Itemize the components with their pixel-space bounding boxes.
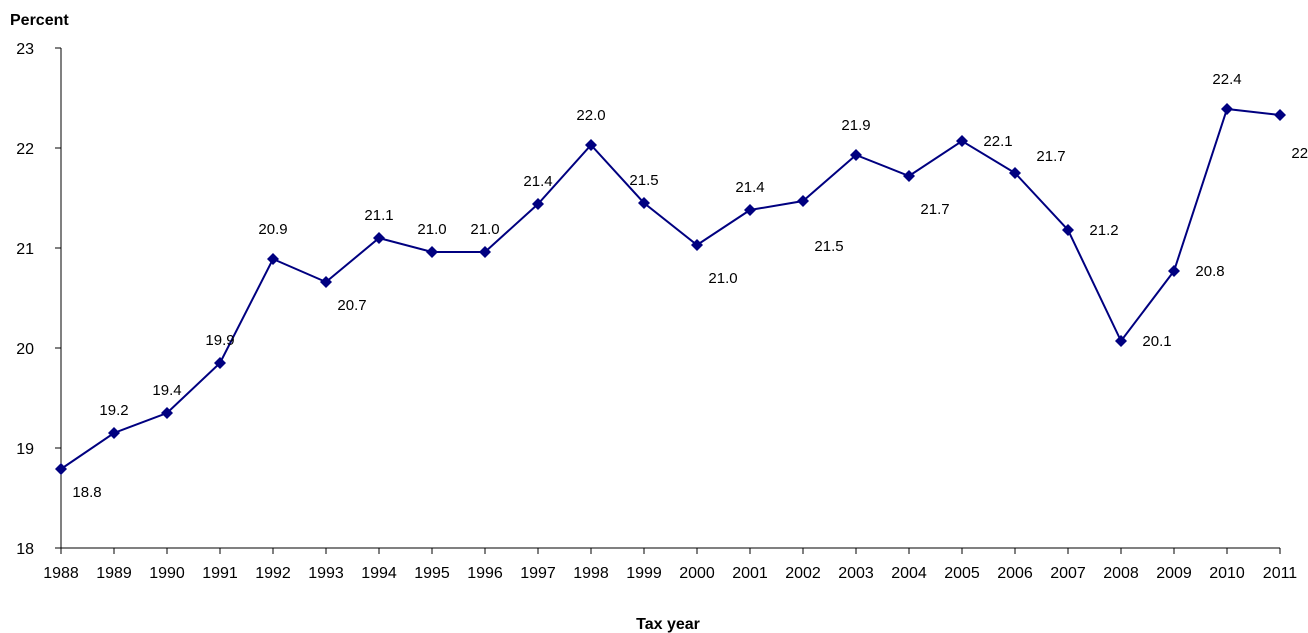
data-point-marker	[850, 149, 862, 161]
data-label: 19.9	[205, 332, 234, 349]
data-label: 21.2	[1089, 222, 1118, 239]
x-tick-label: 1989	[96, 565, 132, 582]
x-tick-label: 1999	[626, 565, 662, 582]
x-tick-label: 2003	[838, 565, 874, 582]
data-point-marker	[108, 427, 120, 439]
y-tick-label: 23	[16, 41, 34, 58]
data-label: 21.1	[364, 207, 393, 224]
x-tick-label: 1994	[361, 565, 397, 582]
data-point-marker	[426, 246, 438, 258]
data-label: 21.7	[1036, 148, 1065, 165]
x-tick-label: 1990	[149, 565, 185, 582]
data-label: 22.4	[1212, 71, 1241, 88]
x-tick-label: 2011	[1263, 565, 1298, 582]
data-point-marker	[267, 253, 279, 265]
data-labels: 18.8 19.2 19.4 19.9 20.9 20.7 21.1 21.0 21.0 21.4…	[72, 71, 1308, 501]
x-tick-label: 2008	[1103, 565, 1139, 582]
x-tick-label: 1991	[202, 565, 238, 582]
y-axis-ticks: 18 19 20 21 22 23	[16, 41, 61, 558]
data-label: 21.5	[814, 238, 843, 255]
y-tick-label: 21	[16, 241, 34, 258]
data-point-marker	[903, 170, 915, 182]
data-point-marker	[214, 357, 226, 369]
x-tick-label: 1995	[414, 565, 450, 582]
data-label: 21.4	[735, 179, 764, 196]
data-point-marker	[691, 239, 703, 251]
x-tick-label: 2007	[1050, 565, 1086, 582]
x-tick-label: 1993	[308, 565, 344, 582]
data-label: 21.0	[417, 221, 446, 238]
data-label: 18.8	[72, 484, 101, 501]
x-tick-label: 1998	[573, 565, 609, 582]
x-tick-label: 2005	[944, 565, 980, 582]
data-point-marker	[797, 195, 809, 207]
x-tick-label: 2010	[1209, 565, 1245, 582]
y-tick-label: 20	[16, 341, 34, 358]
data-label: 21.0	[470, 221, 499, 238]
x-tick-label: 2004	[891, 565, 927, 582]
data-point-marker	[1168, 265, 1180, 277]
data-point-marker	[956, 135, 968, 147]
x-tick-label: 2001	[732, 565, 768, 582]
x-tick-label: 1996	[467, 565, 503, 582]
data-label: 21.9	[841, 117, 870, 134]
data-label: 19.4	[152, 382, 181, 399]
data-label: 22.0	[576, 107, 605, 124]
data-label: 21.7	[920, 201, 949, 218]
data-point-marker	[585, 139, 597, 151]
data-point-marker	[479, 246, 491, 258]
y-tick-label: 22	[16, 141, 34, 158]
data-label: 22.3	[1291, 145, 1308, 162]
data-label: 20.8	[1195, 263, 1224, 280]
data-label: 20.1	[1142, 333, 1171, 350]
data-point-marker	[320, 276, 332, 288]
x-tick-label: 1997	[520, 565, 556, 582]
data-point-marker	[1009, 167, 1021, 179]
data-point-marker	[161, 407, 173, 419]
x-tick-label: 2006	[997, 565, 1033, 582]
data-label: 21.0	[708, 270, 737, 287]
x-tick-label: 1988	[43, 565, 79, 582]
y-tick-label: 18	[16, 541, 34, 558]
x-tick-label: 2000	[679, 565, 715, 582]
data-point-marker	[1062, 224, 1074, 236]
data-label: 19.2	[99, 402, 128, 419]
data-label: 22.1	[983, 133, 1012, 150]
data-label: 20.9	[258, 221, 287, 238]
x-tick-label: 2002	[785, 565, 821, 582]
series-line	[60, 107, 1281, 470]
x-tick-label: 2009	[1156, 565, 1192, 582]
x-axis-title: Tax year	[636, 616, 700, 633]
data-label: 20.7	[337, 297, 366, 314]
data-point-marker	[373, 232, 385, 244]
data-point-marker	[532, 198, 544, 210]
data-point-marker	[744, 204, 756, 216]
data-point-marker	[638, 197, 650, 209]
y-axis-title: Percent	[10, 12, 69, 29]
data-label: 21.4	[523, 173, 552, 190]
data-label: 21.5	[629, 172, 658, 189]
y-tick-label: 19	[16, 441, 34, 458]
series-group	[55, 103, 1286, 475]
data-point-marker	[55, 463, 67, 475]
data-point-marker	[1274, 109, 1286, 121]
x-tick-label: 1992	[255, 565, 291, 582]
x-axis-ticks: 1988 1989 1990 1991 1992 1993 1994 1995 1996 1997…	[43, 548, 1297, 582]
data-point-marker	[1221, 103, 1233, 115]
data-point-marker	[1115, 335, 1127, 347]
